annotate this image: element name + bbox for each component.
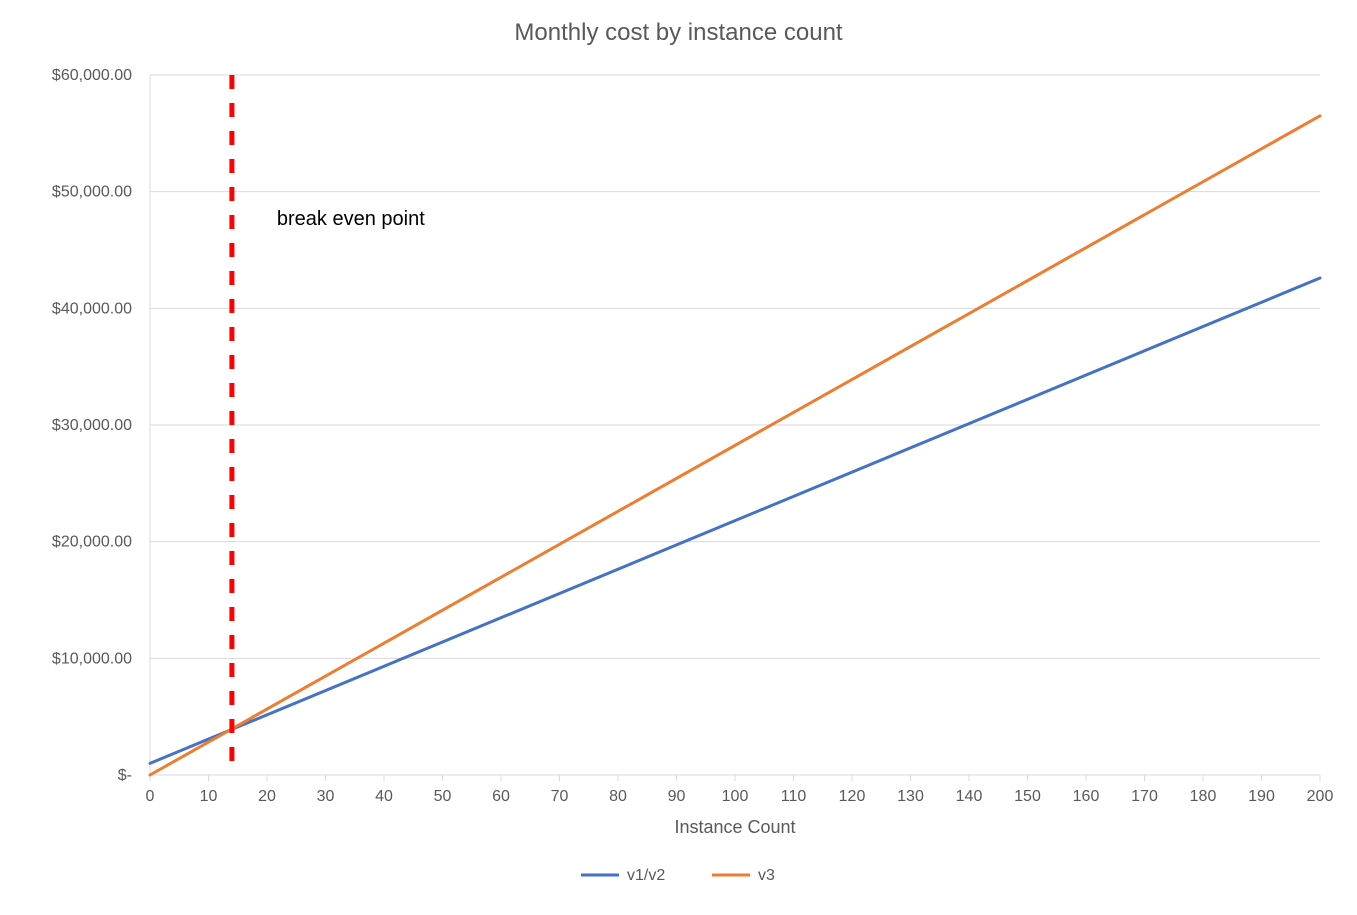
chart-title: Monthly cost by instance count bbox=[514, 19, 843, 46]
chart-container: $- $10,000.00 $20,000.00 $30,000.00 $40,000.… bbox=[0, 0, 1357, 915]
chart-svg: $- $10,000.00 $20,000.00 $30,000.00 $40,000.… bbox=[0, 0, 1357, 915]
x-tick-label: 130 bbox=[897, 788, 924, 805]
x-tick-label: 0 bbox=[146, 788, 155, 805]
x-tick-label: 40 bbox=[375, 788, 393, 805]
legend-label: v3 bbox=[758, 867, 775, 884]
chart-background bbox=[0, 0, 1357, 915]
x-tick-label: 100 bbox=[722, 788, 749, 805]
x-tick-label: 110 bbox=[781, 788, 807, 805]
x-tick-label: 20 bbox=[258, 788, 276, 805]
y-tick-label: $- bbox=[118, 767, 132, 784]
x-tick-label: 160 bbox=[1073, 788, 1100, 805]
break-even-label: break even point bbox=[277, 208, 425, 230]
x-tick-label: 30 bbox=[317, 788, 335, 805]
y-tick-label: $20,000.00 bbox=[52, 534, 132, 551]
x-tick-label: 140 bbox=[956, 788, 983, 805]
x-tick-label: 190 bbox=[1248, 788, 1275, 805]
x-tick-label: 90 bbox=[668, 788, 686, 805]
x-tick-label: 120 bbox=[839, 788, 866, 805]
x-tick-label: 70 bbox=[551, 788, 569, 805]
x-tick-label: 10 bbox=[200, 788, 218, 805]
x-axis-label: Instance Count bbox=[674, 817, 795, 837]
x-tick-label: 170 bbox=[1131, 788, 1158, 805]
x-tick-label: 60 bbox=[492, 788, 510, 805]
x-tick-label: 150 bbox=[1014, 788, 1041, 805]
x-tick-label: 180 bbox=[1190, 788, 1217, 805]
y-tick-label: $50,000.00 bbox=[52, 184, 132, 201]
legend-label: v1/v2 bbox=[627, 867, 665, 884]
y-tick-label: $10,000.00 bbox=[52, 650, 132, 667]
x-tick-label: 200 bbox=[1307, 788, 1334, 805]
x-tick-label: 80 bbox=[609, 788, 627, 805]
x-tick-label: 50 bbox=[434, 788, 452, 805]
y-tick-label: $40,000.00 bbox=[52, 300, 132, 317]
y-tick-label: $30,000.00 bbox=[52, 417, 132, 434]
y-tick-label: $60,000.00 bbox=[52, 67, 132, 84]
